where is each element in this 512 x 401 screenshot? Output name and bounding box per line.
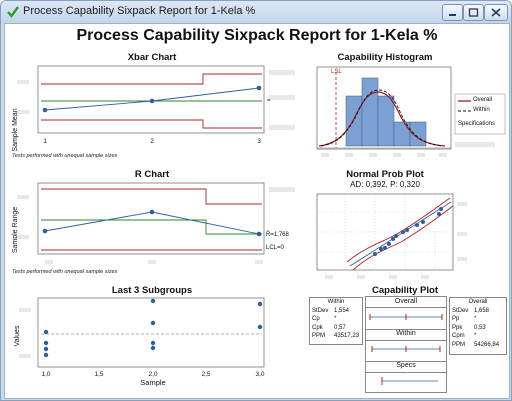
capability-bars-panel: Overall Within Specs — [365, 296, 447, 393]
normal-prob-plot — [316, 193, 467, 279]
within-bar-header — [366, 329, 446, 341]
histogram-title: Capability Histogram — [337, 52, 433, 63]
overall-stat-value: * — [474, 333, 477, 339]
overall-stat-value: 0,53 — [474, 325, 486, 331]
within-heading: Within — [327, 299, 345, 305]
capability-plot-title: Capability Plot — [372, 285, 438, 296]
subgroups-xtick: 3,0 — [255, 371, 264, 378]
legend-overall-label: Overall — [473, 97, 493, 103]
subgroups-xtick: 1,5 — [94, 371, 103, 378]
subgroup-3-points — [257, 301, 263, 330]
overall-stat-name: Cpm — [452, 333, 465, 339]
xbar-xtick: 2 — [150, 138, 154, 145]
last-subgroups-title: Last 3 Subgroups — [111, 285, 193, 296]
capability-histogram: LSL — [316, 66, 506, 157]
within-curve — [320, 89, 444, 147]
prob-points — [373, 207, 443, 256]
window-title: Process Capability Sixpack Report for 1-… — [23, 5, 256, 17]
r-ylabel: Sample Range — [12, 207, 19, 253]
specs-bar-header — [366, 361, 446, 373]
last-subgroups-chart: Values 1,0 1,5 2,0 2,5 3,0 Sample — [14, 297, 265, 387]
prob-upper-band — [352, 205, 454, 271]
r-lcl-label: LCL=0 — [266, 245, 284, 251]
subgroups-ylabel: Values — [14, 325, 21, 346]
overall-stat-name: PPM — [452, 342, 466, 348]
normal-prob-title: Normal Prob Plot — [346, 169, 424, 180]
r-ucl-line — [41, 188, 262, 205]
xbar-note: Tests performed with unequal sample size… — [12, 153, 118, 159]
r-chart-title: R Chart — [134, 169, 170, 180]
subgroups-xtick: 2,0 — [148, 371, 157, 378]
prob-fit-line — [349, 201, 452, 267]
within-stat-value: 43517,23 — [334, 333, 360, 339]
xbar-point — [149, 98, 155, 104]
r-plot-area — [37, 182, 265, 255]
xbar-point — [42, 107, 48, 113]
lsl-label: LSL — [331, 69, 342, 75]
xbar-ylabel: Sample Mean — [12, 108, 19, 151]
subgroups-xtick: 2,5 — [201, 371, 210, 378]
subgroups-plot-area — [37, 297, 265, 368]
subgroups-xlabel: Sample — [140, 378, 165, 387]
xbar-lcl-line — [41, 119, 262, 129]
r-point — [256, 231, 262, 237]
xbar-xtick: 3 — [257, 138, 261, 145]
svg-text:=: = — [267, 98, 271, 104]
r-point — [149, 209, 155, 215]
normal-prob-subtitle: AD: 0,392, P: 0,320 — [350, 180, 420, 189]
specs-bar-label: Specs — [396, 362, 416, 369]
xbar-chart-title: Xbar Chart — [127, 52, 177, 63]
r-bar-label: R̄=1,768 — [266, 232, 289, 238]
close-icon — [491, 8, 501, 17]
report-canvas: Process Capability Sixpack Report for 1-… — [4, 23, 510, 399]
overall-bar-header — [366, 297, 446, 308]
subgroup-1-points — [43, 329, 49, 358]
subgroup-2-points — [150, 298, 156, 351]
r-note: Tests performed with unequal sample size… — [12, 269, 118, 275]
within-stat-name: Cpk — [312, 325, 323, 331]
xbar-point — [256, 85, 262, 91]
overall-stat-name: StDev — [452, 308, 469, 314]
maximize-button[interactable] — [463, 4, 484, 21]
minimize-icon — [449, 14, 456, 16]
report-title: Process Capability Sixpack Report for 1-… — [76, 27, 438, 44]
legend-within-label: Within — [473, 107, 490, 113]
overall-stat-name: Ppk — [452, 325, 463, 331]
xbar-xtick: 1 — [43, 138, 47, 145]
subgroups-xtick: 1,0 — [41, 371, 50, 378]
within-stats-box: Within StDev 1,554 Cp * Cpk 0,57 PPM 435… — [309, 297, 363, 345]
within-stat-name: Cp — [312, 316, 320, 322]
overall-bar-label: Overall — [394, 298, 418, 305]
within-stat-name: StDev — [312, 308, 329, 314]
within-stat-value: * — [334, 316, 337, 322]
overall-heading: Overall — [468, 299, 488, 305]
within-stat-value: 1,554 — [334, 308, 350, 314]
prob-lower-band — [346, 197, 451, 263]
r-point — [42, 228, 48, 234]
overall-stat-value: 1,658 — [474, 308, 490, 314]
within-stat-value: 0,57 — [334, 325, 346, 331]
within-bar-label: Within — [396, 330, 416, 337]
maximize-icon — [468, 8, 479, 17]
xbar-chart: Sample Mean = 1 2 3 — [12, 65, 295, 152]
xbar-ucl-line — [41, 73, 262, 85]
overall-curve — [318, 91, 446, 147]
overall-stat-name: Pp — [452, 316, 460, 322]
close-button[interactable] — [484, 4, 508, 21]
minimize-button[interactable] — [442, 4, 463, 21]
within-stat-name: PPM — [312, 333, 326, 339]
r-center-line — [41, 219, 262, 235]
title-bar[interactable]: Process Capability Sixpack Report for 1-… — [1, 1, 511, 23]
overall-stats-box: Overall StDev 1,658 Pp * Ppk 0,53 Cpm * … — [449, 297, 507, 355]
overall-stat-value: * — [474, 316, 477, 322]
checkmark-app-icon — [7, 6, 19, 18]
overall-stat-value: 54266,84 — [474, 342, 500, 348]
r-chart: Sample Range — [12, 182, 295, 264]
legend-specifications-label: Specifications — [458, 121, 496, 127]
